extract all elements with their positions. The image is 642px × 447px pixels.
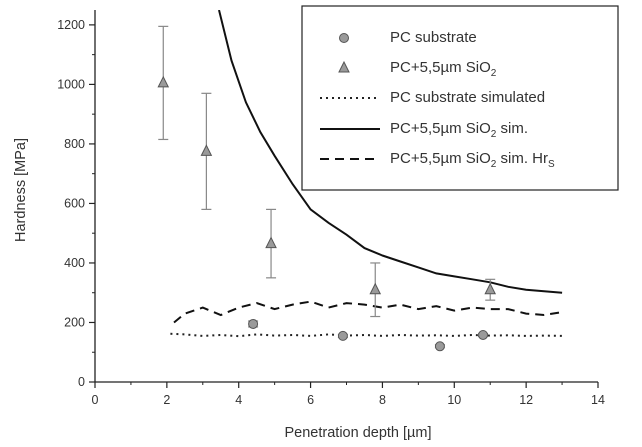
x-tick-label: 6	[307, 393, 314, 407]
x-tick-label: 12	[519, 393, 533, 407]
legend-label: PC substrate	[390, 29, 477, 46]
x-tick-label: 8	[379, 393, 386, 407]
legend-label: PC+5,5µm SiO2	[390, 59, 497, 79]
data-point-pc-sio2	[265, 236, 277, 249]
x-tick-label: 10	[447, 393, 461, 407]
legend-label-subscript: 2	[491, 68, 497, 79]
legend-label: PC+5,5µm SiO2 sim.	[390, 120, 528, 140]
legend-label-main: PC+5,5µm SiO	[390, 120, 491, 137]
legend-label-tail: sim. Hr	[496, 150, 548, 167]
legend-label-main: PC substrate simulated	[390, 89, 545, 106]
data-point-pc-sio2	[484, 282, 497, 295]
data-point-pc-substrate	[434, 341, 445, 352]
y-tick-label: 600	[64, 196, 85, 210]
y-tick-label: 400	[64, 256, 85, 270]
x-tick-label: 2	[163, 393, 170, 407]
legend-label-main: PC substrate	[390, 29, 477, 46]
data-point-pc-sio2	[157, 75, 170, 88]
data-point-pc-sio2	[200, 144, 213, 156]
y-tick-label: 1200	[57, 18, 85, 32]
data-point-pc-sio2	[369, 282, 382, 295]
plot-area	[157, 10, 563, 352]
legend-label-subscript: 2	[491, 129, 497, 140]
legend-marker-triangle	[338, 60, 350, 73]
legend-marker-circle	[339, 33, 349, 43]
x-tick-label: 14	[591, 393, 605, 407]
data-point-pc-substrate	[248, 318, 259, 329]
axes: 0 2 4 6 8 10 12 14 0 200 400 600 800 1000 1200	[57, 10, 605, 407]
legend-label: PC+5,5µm SiO2 sim. HrS	[390, 150, 555, 170]
legend-label: PC substrate simulated	[390, 89, 545, 106]
data-point-pc-substrate	[478, 329, 489, 340]
y-tick-label: 200	[64, 315, 85, 329]
x-tick-label: 0	[92, 393, 99, 407]
y-tick-label: 1000	[57, 77, 85, 91]
legend-label-main: PC+5,5µm SiO	[390, 59, 491, 76]
x-axis-title: Penetration depth [µm]	[285, 425, 432, 441]
series-line-dashed	[173, 300, 563, 324]
legend-label-subscript: 2	[491, 159, 497, 170]
y-tick-label: 0	[78, 375, 85, 389]
series-line-solid	[218, 10, 563, 294]
legend-label-main: PC+5,5µm SiO	[390, 150, 491, 167]
legend-label-subscript-2: S	[548, 159, 555, 170]
x-tick-label: 4	[235, 393, 242, 407]
series-line-dotted	[170, 332, 563, 338]
y-tick-label: 800	[64, 137, 85, 151]
data-point-pc-substrate	[337, 330, 348, 341]
y-axis-title: Hardness [MPa]	[13, 138, 29, 242]
legend-label-tail: sim.	[496, 120, 528, 137]
